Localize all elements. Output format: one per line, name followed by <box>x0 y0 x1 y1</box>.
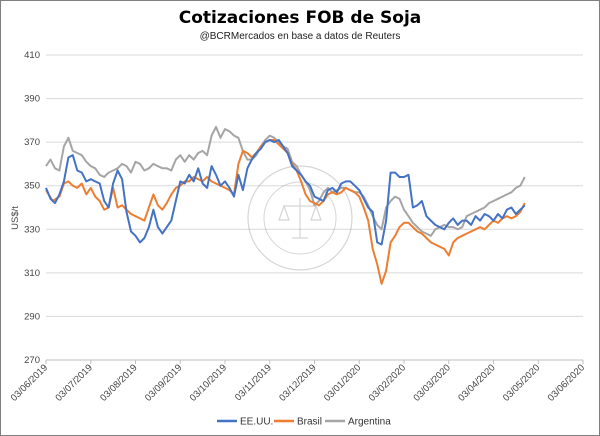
series-line-brasil <box>45 139 526 285</box>
y-axis-ticks: 270 290 310 330 350 370 390 410 <box>24 50 40 366</box>
y-tick-label: 370 <box>24 137 40 148</box>
x-tick-label: 03/06/2019 <box>9 362 50 403</box>
x-axis-ticks: 03/06/2019 03/07/2019 03/08/2019 03/09/2019… <box>9 360 587 404</box>
x-tick-label: 03/09/2019 <box>143 362 184 403</box>
x-tick-label: 03/06/2020 <box>546 362 587 403</box>
y-tick-label: 290 <box>24 311 40 322</box>
chart-title: Cotizaciones FOB de Soja <box>178 8 422 28</box>
y-tick-label: 330 <box>24 224 40 235</box>
x-tick-label: 03/11/2019 <box>233 362 274 403</box>
legend: EE.UU. Brasil Argentina <box>217 417 391 428</box>
y-tick-label: 310 <box>24 268 40 279</box>
x-tick-label: 03/02/2020 <box>367 362 408 403</box>
legend-label: Brasil <box>297 417 322 428</box>
y-tick-label: 270 <box>24 355 40 366</box>
series-lines <box>45 125 526 285</box>
series-line-argentina <box>45 125 526 237</box>
x-tick-label: 03/08/2019 <box>98 362 139 403</box>
x-tick-label: 03/12/2019 <box>277 362 318 403</box>
y-tick-label: 410 <box>24 50 40 61</box>
series-line-ee-uu <box>45 139 526 246</box>
y-axis-label: US$/t <box>10 206 21 230</box>
x-tick-label: 03/01/2020 <box>322 362 363 403</box>
x-tick-label: 03/03/2020 <box>411 362 452 403</box>
x-tick-label: 03/04/2020 <box>456 362 497 403</box>
chart-subtitle: @BCRMercados en base a datos de Reuters <box>199 31 401 42</box>
legend-label: Argentina <box>348 417 391 428</box>
x-tick-label: 03/07/2019 <box>53 362 94 403</box>
y-tick-label: 350 <box>24 181 40 192</box>
legend-label: EE.UU. <box>240 417 273 428</box>
gridlines <box>46 54 583 361</box>
x-tick-label: 03/10/2019 <box>188 362 229 403</box>
x-tick-label: 03/05/2020 <box>501 362 542 403</box>
y-tick-label: 390 <box>24 94 40 105</box>
watermark-seal <box>247 165 353 271</box>
